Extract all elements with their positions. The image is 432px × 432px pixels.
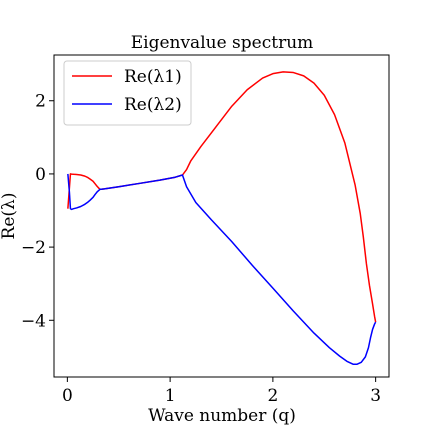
chart-title: Eigenvalue spectrum xyxy=(131,33,314,53)
y-tick-label: 2 xyxy=(35,92,46,112)
legend-box xyxy=(63,60,192,126)
series-line-1 xyxy=(67,71,377,323)
x-axis-label: Wave number (q) xyxy=(148,406,296,426)
series-line-2 xyxy=(67,173,377,365)
y-tick-label: −4 xyxy=(21,311,46,331)
plot-frame xyxy=(53,54,390,378)
y-tick-label: 0 xyxy=(35,165,46,185)
x-tick-label: 3 xyxy=(370,386,381,406)
y-axis-label: Re(λ) xyxy=(0,193,19,240)
ticks-layer: 0 1 2 3 −4 −2 0 2 xyxy=(21,92,381,406)
legend-label-series-1: Re(λ1) xyxy=(124,67,182,87)
legend-label-series-2: Re(λ2) xyxy=(124,95,182,115)
legend: Re(λ1) Re(λ2) xyxy=(63,60,192,126)
x-tick-label: 2 xyxy=(267,386,278,406)
series-layer xyxy=(67,71,377,365)
x-tick-label: 0 xyxy=(62,386,73,406)
x-tick-label: 1 xyxy=(165,386,176,406)
y-tick-label: −2 xyxy=(21,238,46,258)
